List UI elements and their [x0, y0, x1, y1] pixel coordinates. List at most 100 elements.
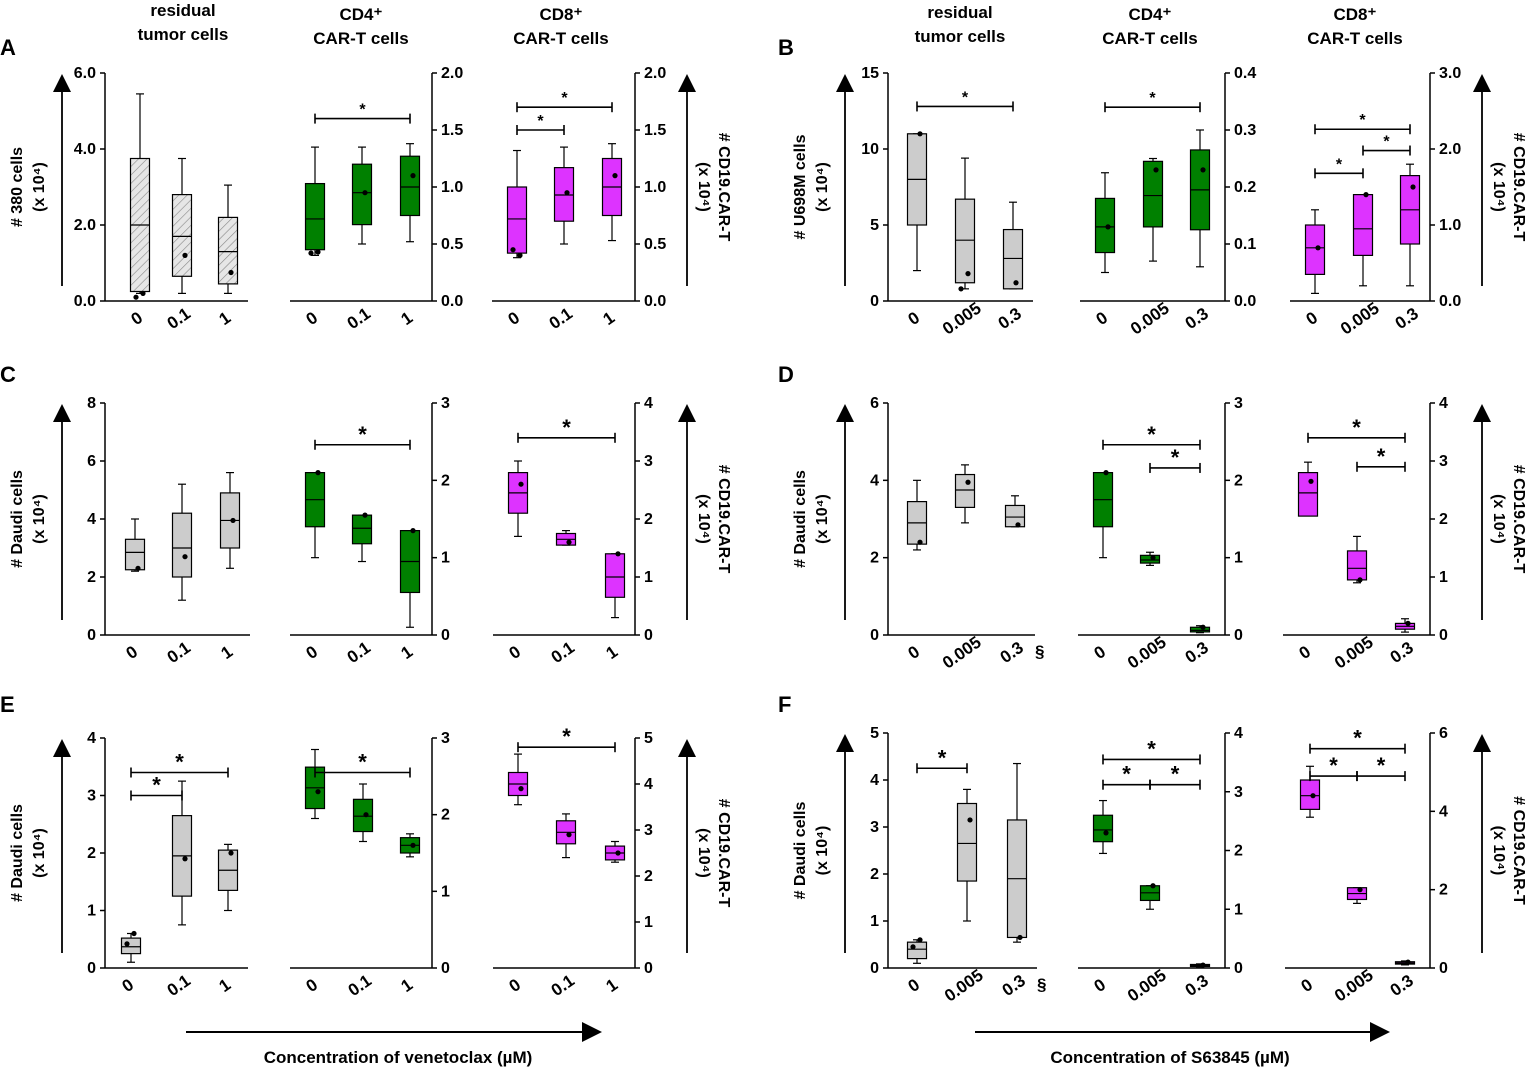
- x-tick-label: 1: [216, 975, 235, 996]
- y-tick-label: 1.0: [441, 179, 463, 196]
- data-point: [228, 269, 234, 276]
- x-tick-label: 1: [398, 308, 417, 329]
- x-tick-label: 0: [303, 642, 322, 663]
- box-body: [906, 941, 928, 960]
- box-body: [1139, 554, 1161, 564]
- y-tick-label: 5: [870, 217, 879, 234]
- chart-panel-d-9: 0 2 4 6 0 0.005 0.3 §: [870, 395, 1044, 672]
- data-point: [410, 173, 416, 179]
- x-tick-label: 0.1: [548, 971, 578, 1000]
- data-point: [615, 551, 621, 557]
- x-tick-label: 0: [1091, 975, 1110, 996]
- x-tick-label: 0.1: [344, 638, 374, 667]
- y-tick-label: 2: [441, 472, 450, 489]
- panel-letter-b: B: [778, 35, 794, 60]
- right-axis-unit: (x 10⁴): [695, 162, 712, 212]
- box-body: [1189, 626, 1211, 633]
- box-0: [1299, 765, 1321, 818]
- x-tick-label: 0.3: [1182, 638, 1212, 667]
- data-point: [965, 479, 971, 485]
- y-tick-label: 0: [870, 293, 879, 310]
- x-tick-suffix: §: [1037, 975, 1046, 994]
- data-point: [1153, 167, 1159, 173]
- right-axis-unit: (x 10⁴): [695, 828, 712, 878]
- y-tick-label: 0.5: [644, 236, 666, 253]
- box-2: [1394, 959, 1416, 966]
- data-point: [965, 271, 971, 277]
- y-tick-label: 3.0: [1439, 65, 1461, 82]
- sig-star: *: [1147, 422, 1156, 447]
- x-tick-label: 0.1: [164, 304, 194, 333]
- col-header-a-cd8-line1: CD8⁺: [540, 5, 583, 24]
- x-tick-label: 0.005: [939, 633, 985, 673]
- y-tick-label: 0.0: [441, 293, 463, 310]
- col-header-a-tumor-line2: tumor cells: [138, 25, 229, 44]
- column-headers: residual tumor cells CD4⁺ CAR-T cells CD…: [138, 1, 1403, 48]
- sig-star: *: [358, 750, 367, 775]
- y-tick-label: 4: [644, 395, 653, 412]
- box-0: [1092, 470, 1114, 559]
- sig-star: *: [1122, 762, 1131, 787]
- x-tick-label: 0.1: [344, 304, 374, 333]
- row-y-title: # Daudi cells: [9, 470, 26, 568]
- box-1: [1139, 551, 1161, 567]
- box-0: [1304, 209, 1326, 294]
- sig-star: *: [358, 422, 367, 447]
- y-tick-label: 0: [1439, 960, 1448, 977]
- y-tick-label: 4: [1439, 395, 1448, 412]
- box-2: [601, 143, 623, 242]
- panel-letter-f: F: [778, 692, 791, 717]
- chart-panel-d-11: 0 1 2 3 4 0 0.005 0.3 * * # CD19.CAR-T(x 10⁴): [1283, 395, 1527, 672]
- y-tick-label: 0.0: [74, 293, 96, 310]
- right-axis-title: # CD19.CAR-T: [715, 465, 732, 574]
- y-tick-label: 2: [1234, 843, 1243, 860]
- y-tick-label: 2: [870, 550, 879, 567]
- x-tick-label: 0.1: [345, 971, 375, 1000]
- chart-panel-b-4: 0.0 0.1 0.2 0.3 0.4 0 0.005 0.3 *: [1080, 65, 1256, 338]
- box-0: [304, 146, 326, 256]
- x-tick-label: 0.3: [1387, 638, 1417, 667]
- sig-star: *: [561, 90, 568, 107]
- sig-star: *: [1171, 445, 1180, 470]
- row-y-title-f: # Daudi cells (x 10⁴): [792, 734, 854, 953]
- y-tick-label: 4: [870, 472, 879, 489]
- y-tick-label: 1: [87, 903, 96, 920]
- x-tick-label: 0.1: [164, 971, 194, 1000]
- y-tick-label: 1: [644, 914, 653, 931]
- sig-star: *: [1359, 112, 1366, 129]
- y-tick-label: 6.0: [74, 65, 96, 82]
- x-tick-label: 0: [1298, 975, 1317, 996]
- right-axis-unit: (x 10⁴): [1490, 162, 1507, 212]
- col-header-b-tumor-line2: tumor cells: [915, 27, 1006, 46]
- box-body: [1297, 472, 1319, 517]
- data-point: [1015, 522, 1021, 528]
- x-tick-label: 1: [398, 642, 417, 663]
- y-tick-label: 3: [441, 395, 450, 412]
- data-point: [140, 290, 146, 296]
- box-1: [171, 157, 193, 294]
- x-tick-label: 0.005: [1124, 633, 1170, 673]
- box-2: [1006, 762, 1028, 943]
- sig-star: *: [1149, 90, 1156, 107]
- y-tick-label: 0: [1234, 627, 1243, 644]
- box-1: [352, 783, 374, 843]
- y-tick-label: 3: [1234, 395, 1243, 412]
- data-point: [1315, 245, 1321, 251]
- box-1: [1142, 157, 1164, 262]
- box-body: [954, 198, 976, 284]
- box-body: [171, 512, 193, 578]
- data-point: [1363, 192, 1369, 198]
- data-point: [362, 512, 368, 518]
- x-tick-label: 1: [603, 642, 622, 663]
- x-tick-label: 0: [506, 642, 525, 663]
- box-2: [1002, 201, 1024, 290]
- chart-panel-e-12: 0 1 2 3 4 0 0.1 1 * *: [87, 730, 248, 1000]
- data-point: [363, 812, 369, 818]
- box-0: [1092, 799, 1114, 855]
- right-axis-unit: (x 10⁴): [1490, 826, 1507, 876]
- y-tick-label: 2.0: [74, 217, 96, 234]
- box-body: [171, 194, 193, 277]
- x-tick-label: 0: [905, 308, 924, 329]
- data-point: [1405, 620, 1411, 627]
- row-y-title-d: # Daudi cells (x 10⁴): [792, 404, 854, 620]
